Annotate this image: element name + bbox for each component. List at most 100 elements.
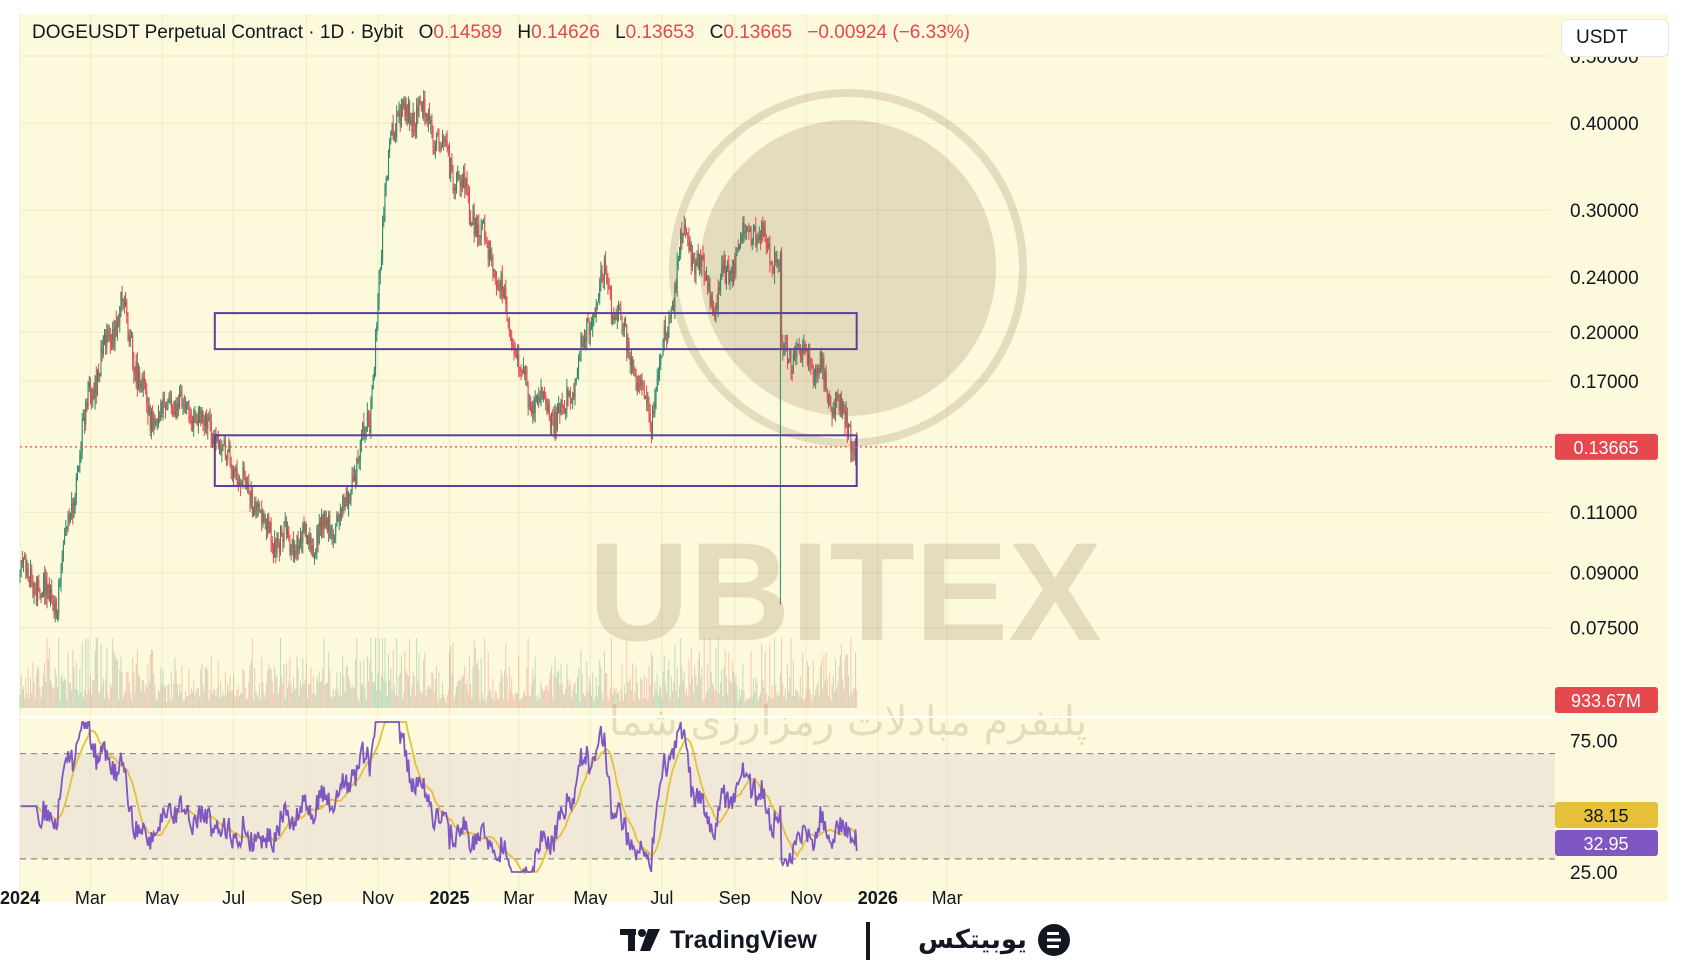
candle-body [774,252,776,274]
candle-body [183,404,185,406]
volume-bar [537,701,539,708]
volume-bar [716,691,718,708]
volume-bar [304,679,306,708]
volume-bar [93,681,95,708]
volume-bar [423,659,425,708]
candle-body [831,407,833,418]
candle-body [744,232,746,234]
volume-bar [296,656,298,708]
candle-body [568,391,570,397]
candle-body [51,589,53,600]
volume-bar [487,652,489,708]
volume-bar [524,690,526,708]
volume-bar [464,665,466,708]
candle-body [714,315,716,321]
volume-bar [783,696,785,708]
candle-body [100,348,102,374]
price-tick-label: 0.11000 [1570,503,1637,524]
candle-body [404,100,406,116]
volume-bar [82,697,84,708]
volume-bar [682,681,684,708]
volume-bar [177,695,179,708]
candle-body [558,403,560,414]
volume-bar [771,685,773,708]
volume-bar [621,665,623,708]
volume-bar [626,638,628,708]
candle-body [391,123,393,132]
watermark: UBITEX پلتفرم مبادلات رمزارزی شما [588,89,1102,745]
candle-body [188,401,190,415]
candle-body [735,254,737,273]
candle-body [473,211,475,235]
candle-body [621,316,623,331]
candle-body [146,391,148,403]
candle-body [445,140,447,142]
candle-body [189,414,191,419]
time-tick-label: May [145,888,179,908]
volume-bar [490,690,492,708]
volume-bar [711,682,713,708]
currency-selector[interactable]: USDT [1562,20,1668,56]
volume-bar [510,689,512,708]
volume-bar [571,698,573,708]
candle-body [363,422,365,437]
candle-body [439,147,441,149]
volume-bar [647,700,649,708]
candle-body [241,482,243,486]
candle-body [119,306,121,325]
candle-body [506,304,508,319]
candle-body [434,144,436,154]
volume-bar [779,673,781,708]
volume-bar [24,698,26,708]
candle-body [626,324,628,352]
volume-bar [202,684,204,708]
volume-bar [534,656,536,708]
volume-bar [249,665,251,708]
price-tick-label: 0.24000 [1570,268,1639,289]
volume-bar [541,687,543,708]
volume-bar [823,654,825,708]
candle-body [311,545,313,551]
candle-body [69,512,71,522]
candle-body [792,353,794,374]
candle-body [776,259,778,263]
candle-body [791,371,793,374]
volume-bar [506,676,508,708]
candle-body [425,113,427,116]
volume-bar [155,698,157,708]
rsi-badge: 32.95 [1583,834,1628,854]
time-axis: 2024 Mar May Jul Sep Nov 2025 Mar May Jul Sep Nov 20… [0,888,963,908]
volume-bar [546,685,548,708]
volume-bar [129,691,131,708]
volume-bar [701,667,703,708]
candle-body [571,400,573,403]
candle-body [755,226,757,247]
volume-bar [74,689,76,708]
volume-bar [197,687,199,708]
candle-body [432,132,434,150]
volume-bar [433,691,435,708]
volume-bar [46,638,48,708]
volume-bar [431,672,433,708]
volume-bar [95,638,97,708]
candle-body [653,410,655,414]
volume-bar [265,683,267,708]
volume-bar [762,679,764,708]
candle-body [679,253,681,260]
volume-bar [817,681,819,708]
candle-body [458,172,460,180]
volume-bar [831,683,833,708]
volume-bar [632,663,634,708]
candle-body [199,410,201,414]
currency-label: USDT [1576,27,1628,48]
volume-bar [145,684,147,708]
candle-body [156,419,158,422]
volume-bar [484,638,486,708]
volume-bar [192,691,194,708]
candle-body [707,275,709,291]
volume-bar [654,682,656,708]
candle-body [66,527,68,529]
volume-bar [533,678,535,708]
volume-bar [721,669,723,708]
volume-bar [789,678,791,708]
